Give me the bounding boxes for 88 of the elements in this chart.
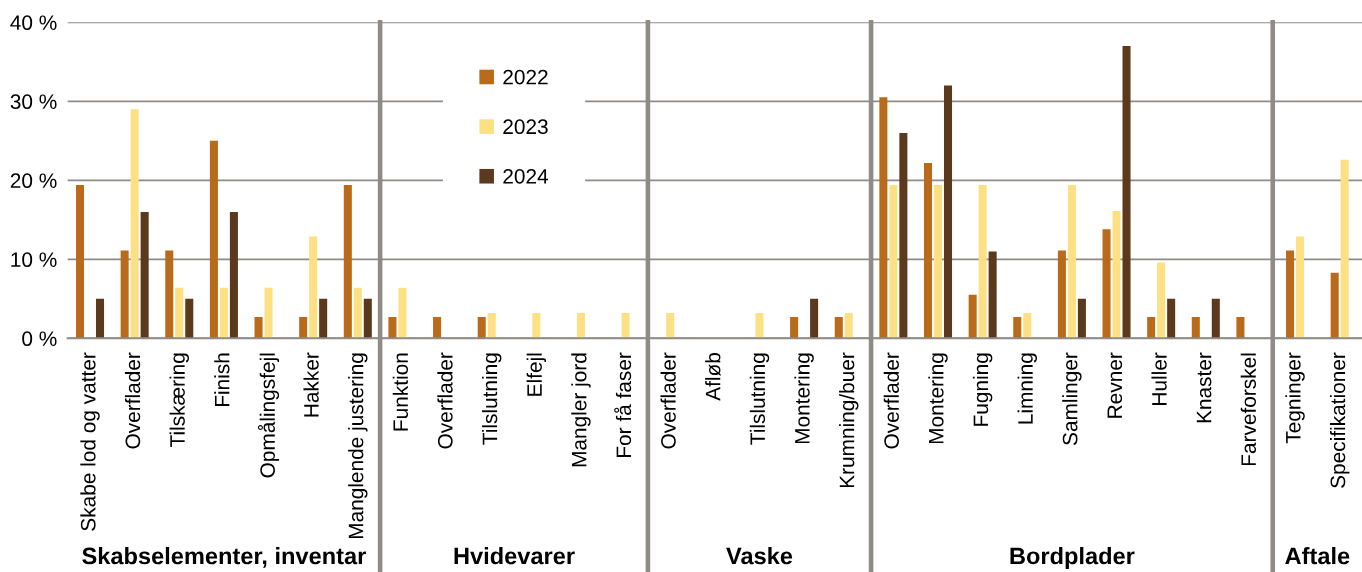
bar	[978, 185, 987, 339]
bar	[988, 251, 997, 339]
bar	[943, 85, 953, 339]
bar	[1112, 211, 1121, 339]
bar	[353, 287, 362, 339]
x-tick-label: Montering	[794, 353, 814, 444]
x-axis-title: Vaske	[726, 546, 793, 565]
bar	[1296, 236, 1305, 339]
x-tick-label: Farveforskel	[1240, 353, 1257, 466]
x-tick-label: Finish	[214, 353, 230, 407]
x-tick-label: Krumning/buer	[839, 352, 859, 488]
bar	[1122, 46, 1131, 339]
bar	[1023, 313, 1032, 339]
legend-label: 2024	[503, 168, 549, 184]
x-tick-label: Tegninger	[1285, 352, 1305, 444]
bar	[889, 185, 898, 339]
x-tick-label: Tilslutning	[481, 353, 502, 445]
bar	[899, 132, 908, 339]
bar	[933, 185, 943, 339]
bar	[140, 211, 149, 339]
bar	[968, 294, 977, 339]
bar	[319, 298, 328, 339]
x-tick-label: Skabe lod og vatter	[80, 352, 100, 531]
bar	[1340, 159, 1349, 339]
y-tick-label: 40 %	[10, 15, 57, 31]
x-axis-title: Aftale	[1285, 546, 1350, 565]
x-tick-label: Elfejl	[526, 353, 547, 396]
bar	[1167, 298, 1176, 339]
x-tick-label: Overflader	[437, 352, 453, 449]
bar	[185, 298, 194, 339]
y-tick-label: 30 %	[10, 94, 57, 110]
bar	[879, 97, 888, 339]
bar	[923, 162, 933, 339]
x-tick-label: Knaster	[1196, 352, 1212, 423]
x-axis-title: Bordplader	[1010, 546, 1135, 570]
bar	[309, 236, 318, 339]
bar	[1191, 316, 1200, 339]
x-tick-label: Overflader	[883, 352, 899, 449]
x-tick-label: Afløb	[705, 353, 721, 401]
bar	[229, 211, 238, 339]
bar	[219, 287, 228, 339]
x-tick-label: Hakker	[303, 352, 319, 417]
bar	[1013, 316, 1022, 339]
x-tick-label: Funktion	[392, 353, 409, 431]
y-tick-label: 20 %	[10, 173, 57, 189]
x-tick-label: Specifikationer	[1329, 352, 1350, 488]
bar	[130, 109, 139, 339]
x-tick-label: Mangler jord	[571, 353, 591, 467]
bar	[299, 316, 308, 339]
bar	[363, 298, 372, 339]
bar	[1330, 272, 1339, 339]
x-axis-title: Hvidevarer	[454, 546, 575, 565]
y-tick-label: 0 %	[22, 331, 57, 347]
y-tick-label: 10 %	[11, 252, 57, 268]
bar	[1067, 185, 1076, 339]
bar	[1077, 298, 1086, 339]
x-tick-label: Overflader	[124, 352, 141, 449]
bar	[264, 287, 273, 339]
x-tick-label: Overflader	[660, 352, 676, 449]
x-tick-label: Tilslutning	[749, 353, 770, 445]
x-axis-title: Skabselementer, inventar	[82, 546, 366, 568]
x-tick-label: Opmålingsfejl	[257, 353, 280, 478]
bar	[1157, 262, 1166, 339]
bar	[254, 316, 263, 339]
bar	[343, 185, 352, 339]
bar	[165, 250, 174, 339]
bar	[175, 287, 184, 339]
x-tick-label: For få faser	[614, 352, 632, 457]
bar	[1102, 229, 1111, 339]
bar	[96, 298, 105, 339]
x-tick-label: Montering	[928, 353, 948, 444]
bar	[1236, 316, 1245, 339]
bar	[1057, 250, 1066, 339]
x-tick-label: Limning	[1017, 353, 1037, 424]
bar	[76, 185, 85, 339]
legend-label: 2023	[503, 119, 548, 135]
bar	[209, 140, 218, 339]
x-tick-label: Fugning	[972, 353, 993, 426]
bar	[120, 250, 129, 339]
x-tick-label: Tilskæring	[169, 353, 189, 448]
bar	[1211, 298, 1220, 339]
x-tick-label: Samlinger	[1062, 352, 1082, 446]
bar	[1286, 250, 1295, 339]
x-tick-label: Revner	[1107, 352, 1123, 418]
legend-label: 2022	[503, 69, 548, 85]
x-tick-label: Huller	[1151, 352, 1167, 405]
bar	[1147, 316, 1156, 339]
x-tick-label: Manglende justering	[348, 353, 368, 539]
